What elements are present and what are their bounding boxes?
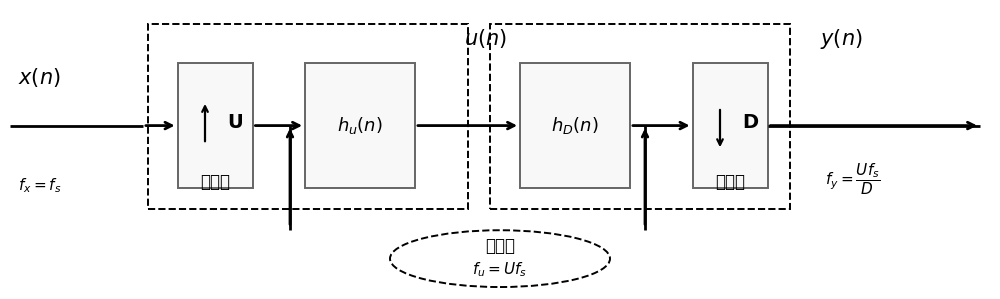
- Text: $h_D(n)$: $h_D(n)$: [551, 115, 599, 136]
- Bar: [692, 63, 768, 188]
- Bar: [148, 24, 468, 209]
- Text: $\mathbf{D}$: $\mathbf{D}$: [742, 113, 759, 132]
- Bar: [490, 24, 790, 209]
- Text: 抽取器: 抽取器: [715, 173, 745, 191]
- Text: $y(n)$: $y(n)$: [820, 27, 863, 51]
- Text: $f_u=Uf_s$: $f_u=Uf_s$: [472, 261, 528, 279]
- Text: $f_y=\dfrac{Uf_s}{D}$: $f_y=\dfrac{Uf_s}{D}$: [825, 162, 880, 197]
- Text: 采样率: 采样率: [485, 237, 515, 255]
- Text: $h_u(n)$: $h_u(n)$: [337, 115, 383, 136]
- Bar: [178, 63, 252, 188]
- Bar: [520, 63, 630, 188]
- Text: $\mathbf{U}$: $\mathbf{U}$: [227, 113, 243, 132]
- Text: $u(n)$: $u(n)$: [464, 28, 507, 50]
- Text: $x(n)$: $x(n)$: [18, 66, 61, 89]
- Ellipse shape: [390, 230, 610, 287]
- Text: $f_x=f_s$: $f_x=f_s$: [18, 176, 62, 195]
- Bar: [305, 63, 415, 188]
- Text: 内插器: 内插器: [200, 173, 230, 191]
